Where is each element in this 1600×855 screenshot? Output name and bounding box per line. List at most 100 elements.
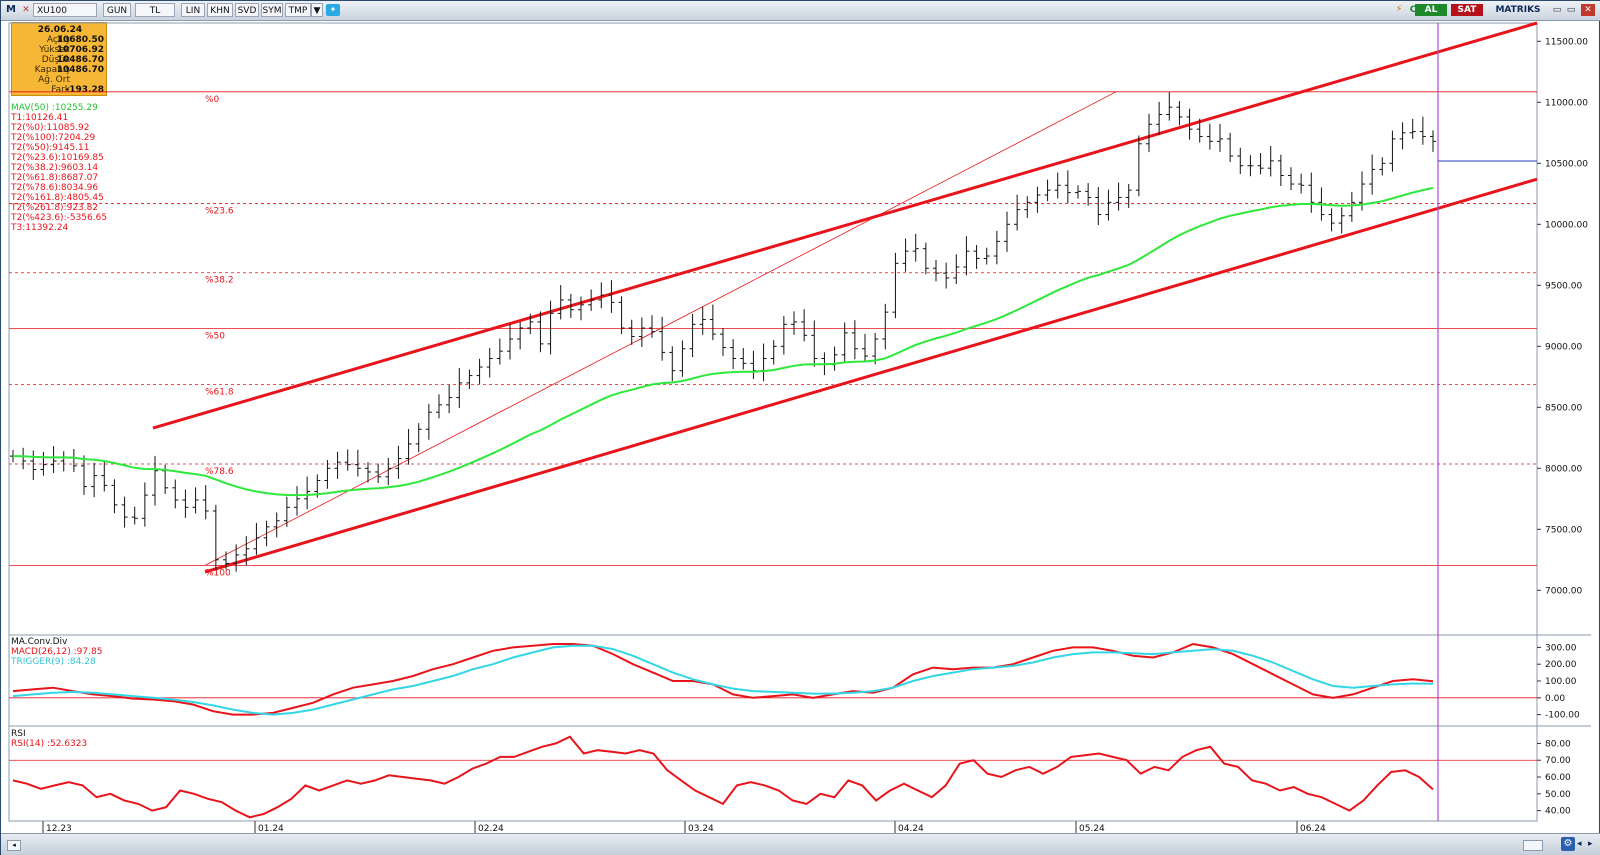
ohlc-bar <box>791 311 797 335</box>
price-tick-label: 10000.00 <box>1545 220 1588 230</box>
ohlc-bar <box>91 462 98 498</box>
template-button[interactable]: TMP <box>285 3 311 17</box>
ohlc-bar <box>547 300 554 355</box>
ohlc-bar <box>1348 191 1355 222</box>
rsi-tick-label: 40.00 <box>1545 807 1571 817</box>
ohlc-bar <box>669 346 676 382</box>
ohlc-bar <box>689 313 696 358</box>
buy-button[interactable]: AL <box>1415 4 1447 16</box>
ohlc-bar <box>101 460 108 492</box>
ohlc-bar <box>436 394 442 419</box>
minimize-icon[interactable]: ▭ <box>1552 5 1562 15</box>
fib-level-label: %61.8 <box>205 387 234 397</box>
ohlc-bar <box>1389 130 1396 172</box>
ohlc-bar <box>446 384 453 414</box>
ohlc-bar <box>354 449 361 477</box>
ohlc-bar <box>263 520 270 547</box>
template-dropdown-icon[interactable]: ▼ <box>311 3 323 17</box>
ohlc-bar <box>60 451 67 472</box>
rsi-value: RSI(14) :52.6323 <box>11 739 88 749</box>
ohlc-bar <box>1054 172 1061 199</box>
x-tick-label: 04.24 <box>898 824 924 833</box>
svd-button[interactable]: SVD <box>235 3 259 17</box>
fib-legend-line: T2(%100):7204.29 <box>11 133 96 143</box>
rsi-tick-label: 80.00 <box>1545 739 1571 749</box>
ohlc-bar <box>679 340 686 377</box>
sym-button[interactable]: SYM <box>261 3 283 17</box>
macd-tick-label: -100.00 <box>1545 711 1580 721</box>
ohlc-bar <box>466 369 473 389</box>
close-label: Kapanış <box>34 65 70 75</box>
ohlc-bar <box>1227 132 1234 163</box>
ohlc-bar <box>70 449 77 472</box>
timeframe-button[interactable]: GUN <box>103 3 131 17</box>
ohlc-bar <box>770 340 777 365</box>
ohlc-bar <box>131 506 138 525</box>
app-menu-icon[interactable]: M <box>6 4 16 15</box>
ohlc-bar <box>334 451 341 479</box>
ohlc-bar <box>1419 116 1426 145</box>
symbol-field[interactable]: XU100 <box>33 3 97 17</box>
ohlc-bar <box>1399 122 1406 150</box>
flash-icon[interactable]: ⚡ <box>1395 4 1403 15</box>
fib-legend-line: T2(%38.2):9603.14 <box>11 163 99 173</box>
ohlc-bar <box>365 462 371 483</box>
high-value: 10706.92 <box>56 45 104 55</box>
ohlc-bar <box>750 350 757 379</box>
ohlc-bar <box>1115 182 1122 211</box>
fib-legend-line: T2(%423.6):-5356.65 <box>11 213 108 223</box>
scroll-bar[interactable]: ◂ ⚙ ◂ ▸ <box>1 833 1600 855</box>
fib-legend-line: T2(%78.6):8034.96 <box>11 183 99 193</box>
ohlc-bar <box>1247 155 1254 177</box>
brand-logo: MATRIKS <box>1495 5 1541 15</box>
ohlc-bar <box>892 252 899 319</box>
ohlc-bar <box>496 338 503 365</box>
ohlc-bar <box>1044 179 1051 202</box>
scroll-thumb[interactable] <box>1523 840 1543 851</box>
ohlc-bar <box>223 551 229 570</box>
ohlc-bar <box>1024 196 1031 218</box>
settings-icon[interactable]: ⚙ <box>1561 837 1575 851</box>
ohlc-bar <box>780 316 787 355</box>
symbol-picker-icon[interactable]: ✕ <box>22 5 30 15</box>
fib-level-label: %0 <box>205 95 220 105</box>
ohlc-bar <box>415 423 422 453</box>
currency-button[interactable]: TL <box>135 3 175 17</box>
linear-scale-button[interactable]: LIN <box>181 3 205 17</box>
khn-button[interactable]: KHN <box>207 3 233 17</box>
ohlc-info-box: 26.06.24 Açılış 10680.50 Yüksek 10706.92 D… <box>11 22 107 96</box>
ohlc-bar <box>1257 153 1264 175</box>
ohlc-bar <box>273 512 280 538</box>
maximize-icon[interactable]: ▭ <box>1566 5 1576 15</box>
scroll-left-icon[interactable]: ◂ <box>7 840 21 851</box>
fib-level-label: %38.2 <box>205 276 234 286</box>
price-tick-label: 8500.00 <box>1545 403 1582 413</box>
price-tick-label: 9500.00 <box>1545 281 1582 291</box>
refresh-icon[interactable]: C <box>1409 5 1417 15</box>
ohlc-bar <box>588 289 595 311</box>
fib-level-label: %100 <box>205 568 231 578</box>
fib-legend-line: T2(%50):9145.11 <box>11 143 90 153</box>
prev-icon[interactable]: ◂ <box>1577 839 1582 849</box>
ohlc-bar <box>659 316 666 361</box>
high-label: Yüksek <box>39 45 70 55</box>
twitter-share-icon[interactable]: ✦ <box>326 4 340 16</box>
price-chart[interactable]: %0 %23.6 %38.2 %50 %61.8 %78.6 %100 7000.00 750… <box>1 1 1600 833</box>
macd-value: MACD(26,12) :97.85 <box>11 647 103 657</box>
ohlc-bar <box>1217 124 1223 152</box>
ohlc-bar <box>344 449 351 471</box>
fib-level-label: %78.6 <box>205 467 234 477</box>
ohlc-bar <box>1156 101 1163 135</box>
ohlc-bar <box>1288 167 1294 191</box>
next-icon[interactable]: ▸ <box>1588 839 1593 849</box>
ohlc-bar <box>1277 154 1284 186</box>
sell-button[interactable]: SAT <box>1451 4 1483 16</box>
ohlc-bar <box>1176 101 1183 126</box>
price-tick-label: 11000.00 <box>1545 98 1588 108</box>
trigger-line <box>12 644 1434 716</box>
ohlc-bar <box>395 445 402 479</box>
ohlc-bar <box>243 536 250 566</box>
x-tick-label: 02.24 <box>478 824 504 833</box>
lower-trend-line <box>204 177 1538 574</box>
close-icon[interactable]: ✕ <box>1581 4 1595 16</box>
